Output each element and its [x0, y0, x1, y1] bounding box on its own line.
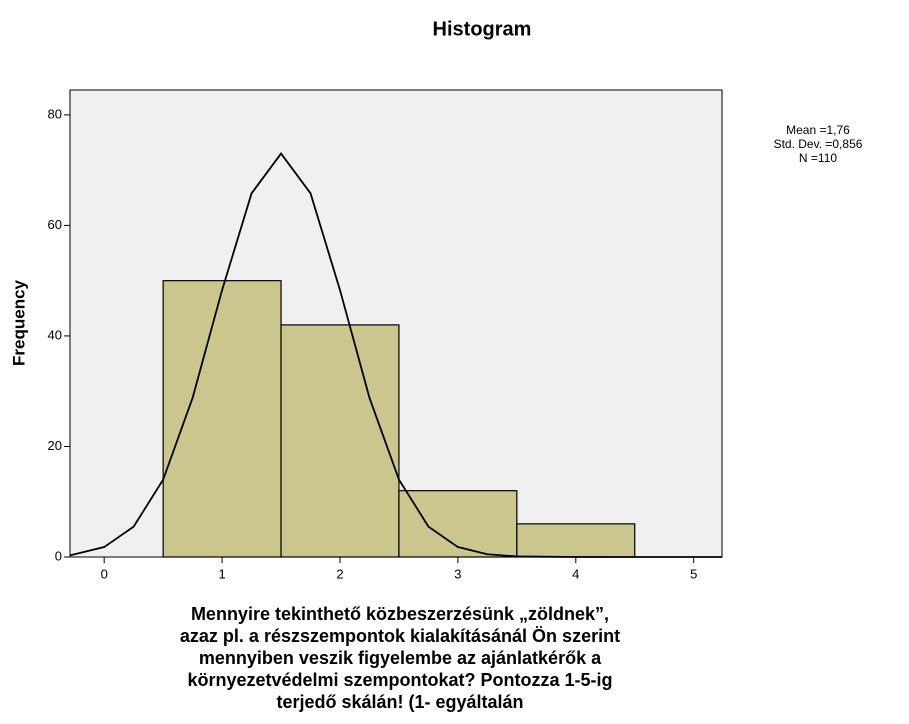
- y-tick-label: 80: [48, 106, 62, 121]
- bar: [162, 280, 282, 558]
- x-axis-label: azaz pl. a részszempontok kialakításánál…: [180, 626, 620, 646]
- bar: [516, 523, 636, 558]
- chart-title: Histogram: [433, 18, 532, 40]
- y-tick-label: 0: [55, 548, 62, 563]
- y-tick-label: 60: [48, 217, 62, 232]
- x-tick-label: 4: [572, 566, 579, 581]
- x-tick-label: 5: [690, 566, 697, 581]
- x-axis-label: mennyiben veszik figyelembe az ajánlatké…: [199, 648, 602, 668]
- bar: [398, 490, 518, 558]
- stats-line: Std. Dev. =0,856: [774, 137, 863, 151]
- x-axis-label: terjedő skálán! (1- egyáltalán: [276, 692, 523, 712]
- x-axis-label: környezetvédelmi szempontokat? Pontozza …: [187, 670, 612, 690]
- x-tick-label: 2: [336, 566, 343, 581]
- y-axis-label: Frequency: [9, 279, 28, 366]
- y-tick-label: 20: [48, 438, 62, 453]
- stats-line: Mean =1,76: [786, 123, 850, 137]
- bar: [280, 324, 400, 558]
- x-tick-label: 3: [454, 566, 461, 581]
- x-tick-label: 1: [218, 566, 225, 581]
- y-tick-label: 40: [48, 327, 62, 342]
- x-tick-label: 0: [101, 566, 108, 581]
- x-axis-label: Mennyire tekinthető közbeszerzésünk „zöl…: [191, 604, 609, 624]
- normal-curve: [69, 152, 722, 558]
- stats-line: N =110: [799, 151, 837, 165]
